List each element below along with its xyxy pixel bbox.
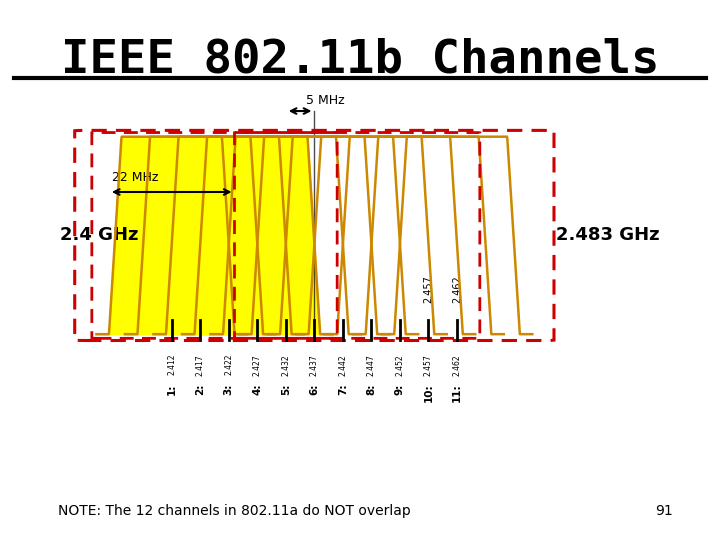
- Text: IEEE 802.11b Channels: IEEE 802.11b Channels: [60, 38, 660, 83]
- Text: 2.417: 2.417: [196, 354, 204, 375]
- Text: 22 MHz: 22 MHz: [112, 171, 158, 184]
- Text: 6:: 6:: [310, 383, 320, 395]
- Text: 2.432: 2.432: [282, 354, 290, 375]
- Text: 3:: 3:: [224, 383, 234, 395]
- Text: 2.452: 2.452: [395, 354, 405, 375]
- Text: 7:: 7:: [338, 383, 348, 395]
- Text: 8:: 8:: [366, 383, 377, 395]
- Text: 10:: 10:: [423, 383, 433, 402]
- Text: 2.457: 2.457: [423, 275, 433, 303]
- Text: 2.462: 2.462: [452, 275, 462, 303]
- Text: 4:: 4:: [252, 383, 262, 395]
- Text: NOTE: The 12 channels in 802.11a do NOT overlap: NOTE: The 12 channels in 802.11a do NOT …: [58, 504, 410, 518]
- Text: 5 MHz: 5 MHz: [306, 94, 344, 107]
- Text: 2.427: 2.427: [253, 354, 262, 375]
- Text: 2.412: 2.412: [167, 354, 176, 375]
- Text: 1:: 1:: [167, 383, 176, 395]
- Text: 2:: 2:: [195, 383, 205, 395]
- Text: 2.447: 2.447: [367, 354, 376, 376]
- Text: 2.437: 2.437: [310, 354, 319, 376]
- Text: 2.422: 2.422: [224, 354, 233, 375]
- Text: 9:: 9:: [395, 383, 405, 395]
- Text: 2.457: 2.457: [424, 354, 433, 376]
- Text: 2.462: 2.462: [452, 354, 462, 375]
- Text: 2.442: 2.442: [338, 354, 347, 375]
- Text: 5:: 5:: [281, 383, 291, 395]
- Text: 11:: 11:: [452, 383, 462, 402]
- Text: 2.4 GHz: 2.4 GHz: [60, 226, 139, 245]
- Text: 2.483 GHz: 2.483 GHz: [556, 226, 660, 245]
- Text: 91: 91: [655, 504, 673, 518]
